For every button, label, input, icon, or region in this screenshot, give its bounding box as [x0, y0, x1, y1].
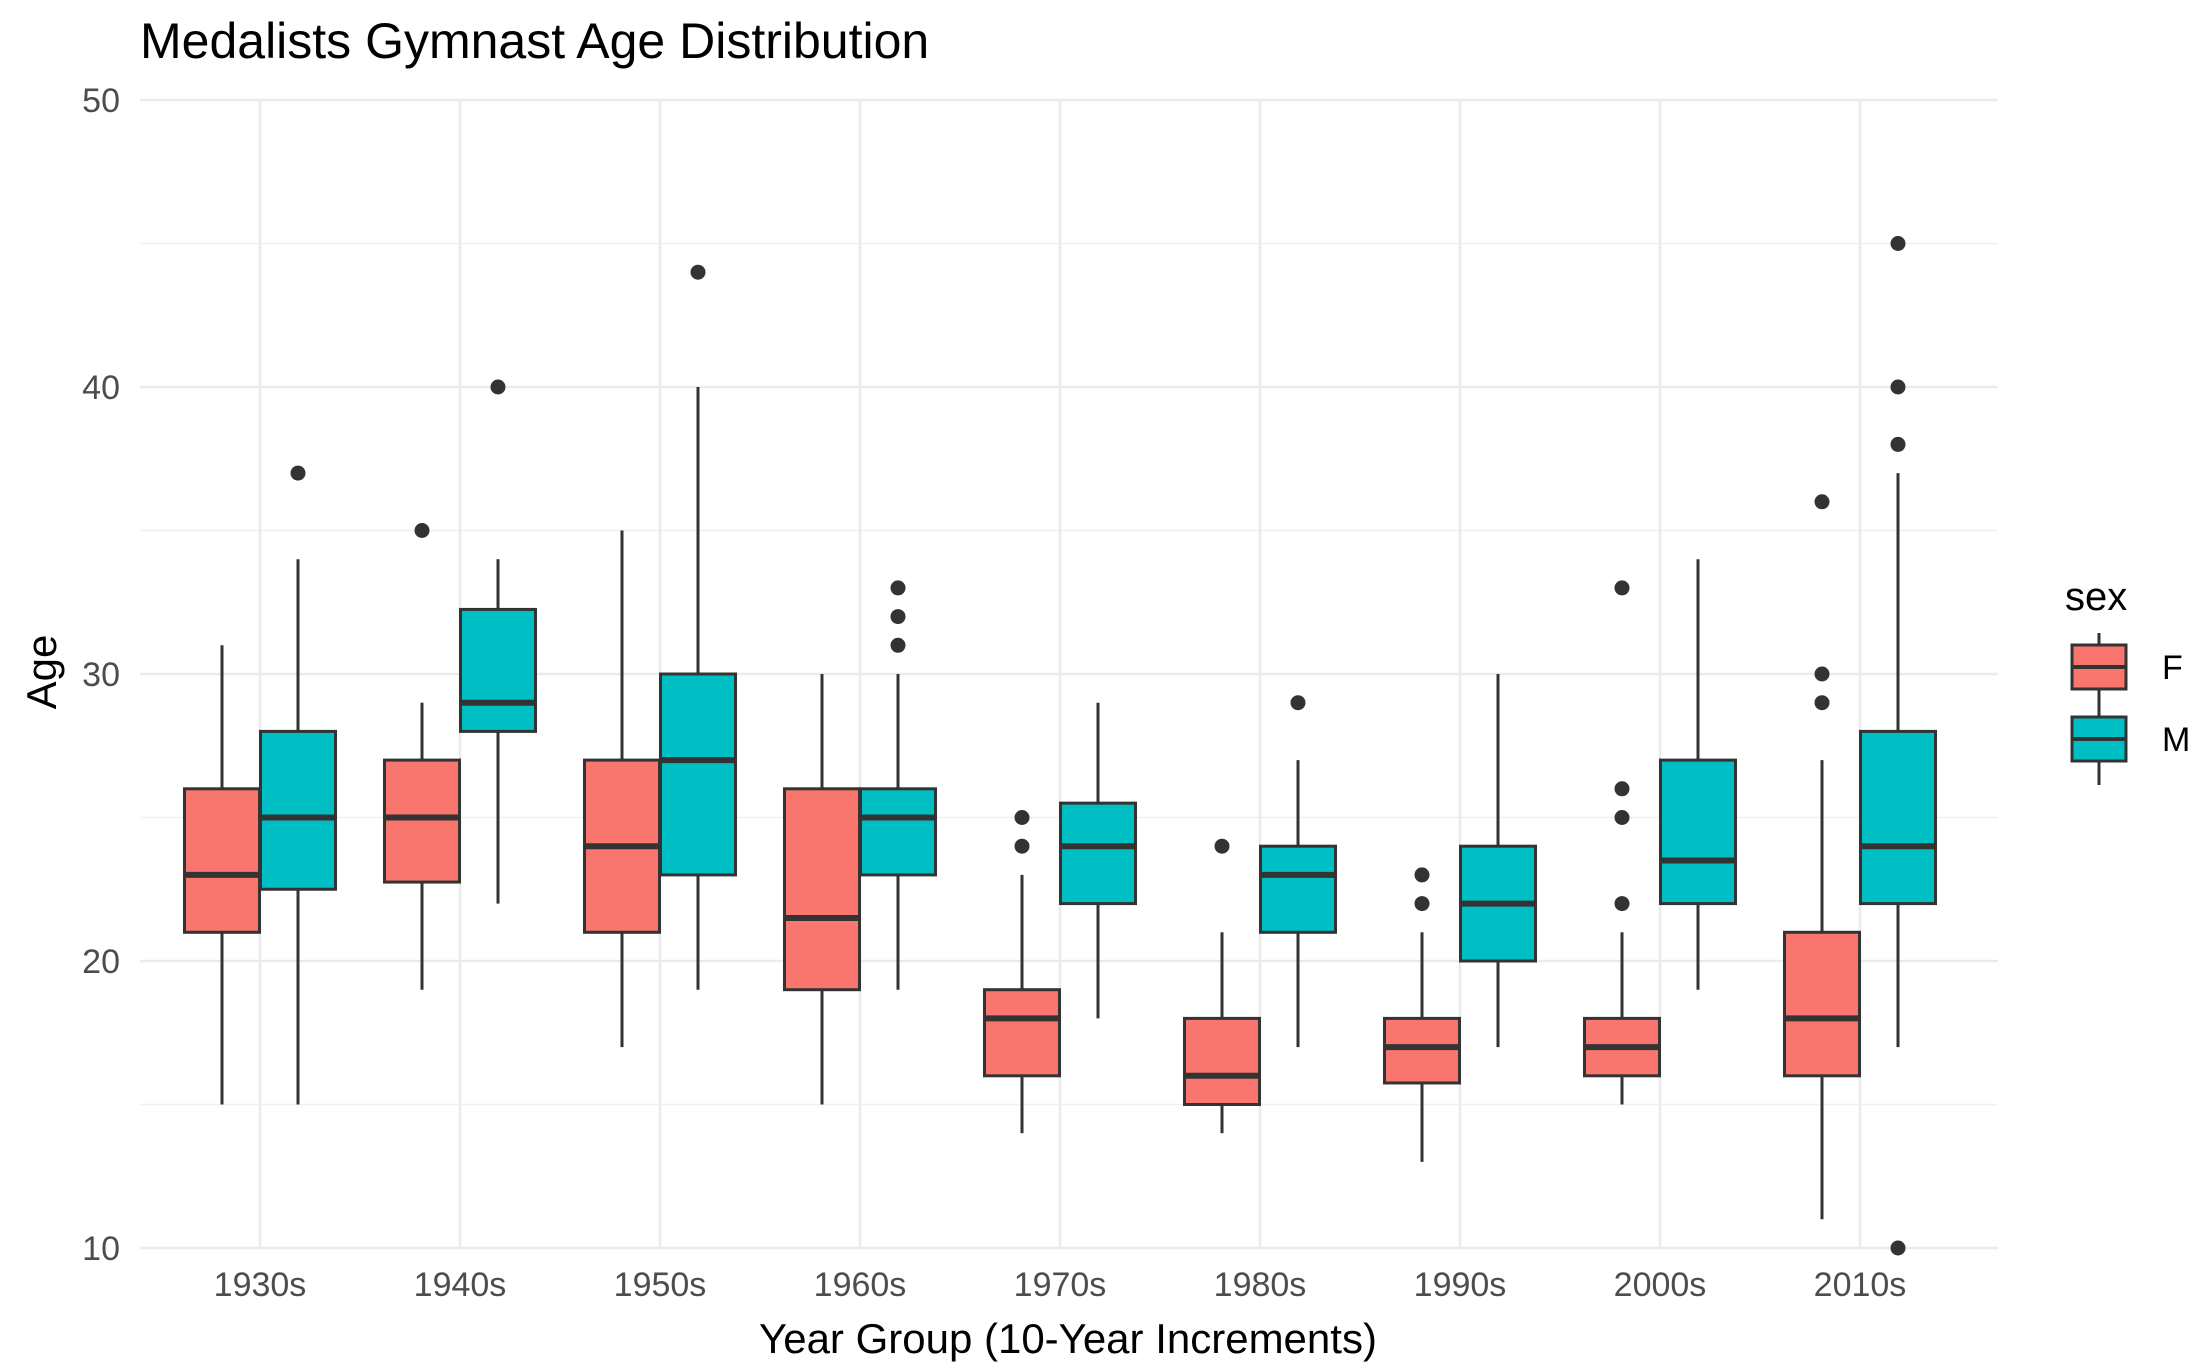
text-layer: Medalists Gymnast Age Distribution Year … [18, 13, 1377, 1362]
box-M-1940s [459, 379, 537, 904]
iqr-box [459, 607, 537, 733]
outlier-point [690, 264, 706, 280]
iqr-box [783, 787, 861, 992]
box-M-2010s [1859, 236, 1937, 1256]
box-M-1960s [859, 580, 937, 990]
chart-title: Medalists Gymnast Age Distribution [140, 13, 929, 69]
outlier-point [1214, 838, 1230, 854]
outlier-point [1014, 810, 1030, 825]
outlier-point [890, 609, 906, 625]
outlier-point [1614, 896, 1630, 912]
box-F-1980s [1183, 838, 1261, 1134]
legend: sex FM [2065, 575, 2190, 785]
legend-label-F: F [2162, 649, 2183, 687]
iqr-box [1659, 758, 1737, 906]
iqr-box [1259, 844, 1337, 934]
box-F-1990s [1383, 867, 1461, 1162]
box-M-2000s [1659, 559, 1737, 990]
iqr-box [183, 787, 261, 934]
x-tick-label: 2010s [1814, 1266, 1907, 1304]
box-F-1970s [983, 810, 1061, 1134]
iqr-box [659, 672, 737, 877]
iqr-box [1383, 1016, 1461, 1085]
outlier-point [1814, 695, 1830, 711]
outlier-point [1014, 838, 1030, 854]
x-tick-label: 1950s [614, 1266, 707, 1304]
iqr-box [1859, 729, 1937, 906]
outlier-point [490, 379, 506, 395]
iqr-box [859, 787, 937, 877]
legend-label-M: M [2162, 721, 2190, 759]
box-F-1950s [583, 530, 661, 1048]
iqr-box [1183, 1016, 1261, 1107]
box-F-2000s [1583, 580, 1661, 1105]
outlier-point [414, 523, 430, 538]
outlier-point [1890, 436, 1906, 452]
outlier-point [1890, 1240, 1906, 1256]
outlier-point [1414, 867, 1430, 883]
grid-layer: 10 20 30 40 50 1930s 1940s 1950s 1960s 1970s 1980s… [82, 82, 1998, 1304]
x-axis-title: Year Group (10-Year Increments) [759, 1315, 1377, 1362]
y-tick-label: 10 [82, 1230, 120, 1268]
y-tick-label: 40 [82, 369, 120, 407]
outlier-point [890, 637, 906, 653]
x-tick-label: 1960s [814, 1266, 907, 1304]
x-tick-label: 2000s [1614, 1266, 1707, 1304]
box-F-1930s [183, 645, 261, 1105]
iqr-box [1783, 930, 1861, 1078]
box-M-1950s [659, 264, 737, 990]
y-tick-label: 20 [82, 943, 120, 981]
outlier-point [1890, 236, 1906, 251]
box-F-1960s [783, 674, 861, 1105]
outlier-point [1614, 810, 1630, 825]
x-tick-label: 1980s [1214, 1266, 1307, 1304]
legend-key-F [2070, 633, 2128, 713]
outlier-point [1890, 379, 1906, 395]
outlier-point [1414, 896, 1430, 912]
x-tick-label: 1940s [414, 1266, 507, 1304]
box-M-1970s [1059, 702, 1137, 1019]
outlier-point [1290, 695, 1306, 711]
box-M-1930s [259, 465, 337, 1105]
outlier-point [890, 580, 906, 596]
box-F-1940s [383, 523, 461, 990]
iqr-box [983, 988, 1061, 1078]
outlier-point [1814, 494, 1830, 510]
y-axis-title: Age [18, 635, 65, 710]
iqr-box [1059, 801, 1137, 906]
y-tick-label: 50 [82, 82, 120, 120]
iqr-box [383, 758, 461, 884]
x-tick-label: 1970s [1014, 1266, 1107, 1304]
y-tick-label: 30 [82, 656, 120, 694]
box-layer [183, 236, 1937, 1256]
legend-key-M [2070, 705, 2128, 785]
outlier-point [1614, 580, 1630, 596]
box-M-1980s [1259, 695, 1337, 1048]
outlier-point [1814, 666, 1830, 682]
x-tick-label: 1930s [214, 1266, 307, 1304]
iqr-box [259, 729, 337, 891]
box-M-1990s [1459, 674, 1537, 1048]
legend-title: sex [2065, 575, 2127, 619]
box-F-2010s [1783, 494, 1861, 1220]
outlier-point [290, 465, 306, 481]
x-tick-label: 1990s [1414, 1266, 1507, 1304]
outlier-point [1614, 781, 1630, 797]
